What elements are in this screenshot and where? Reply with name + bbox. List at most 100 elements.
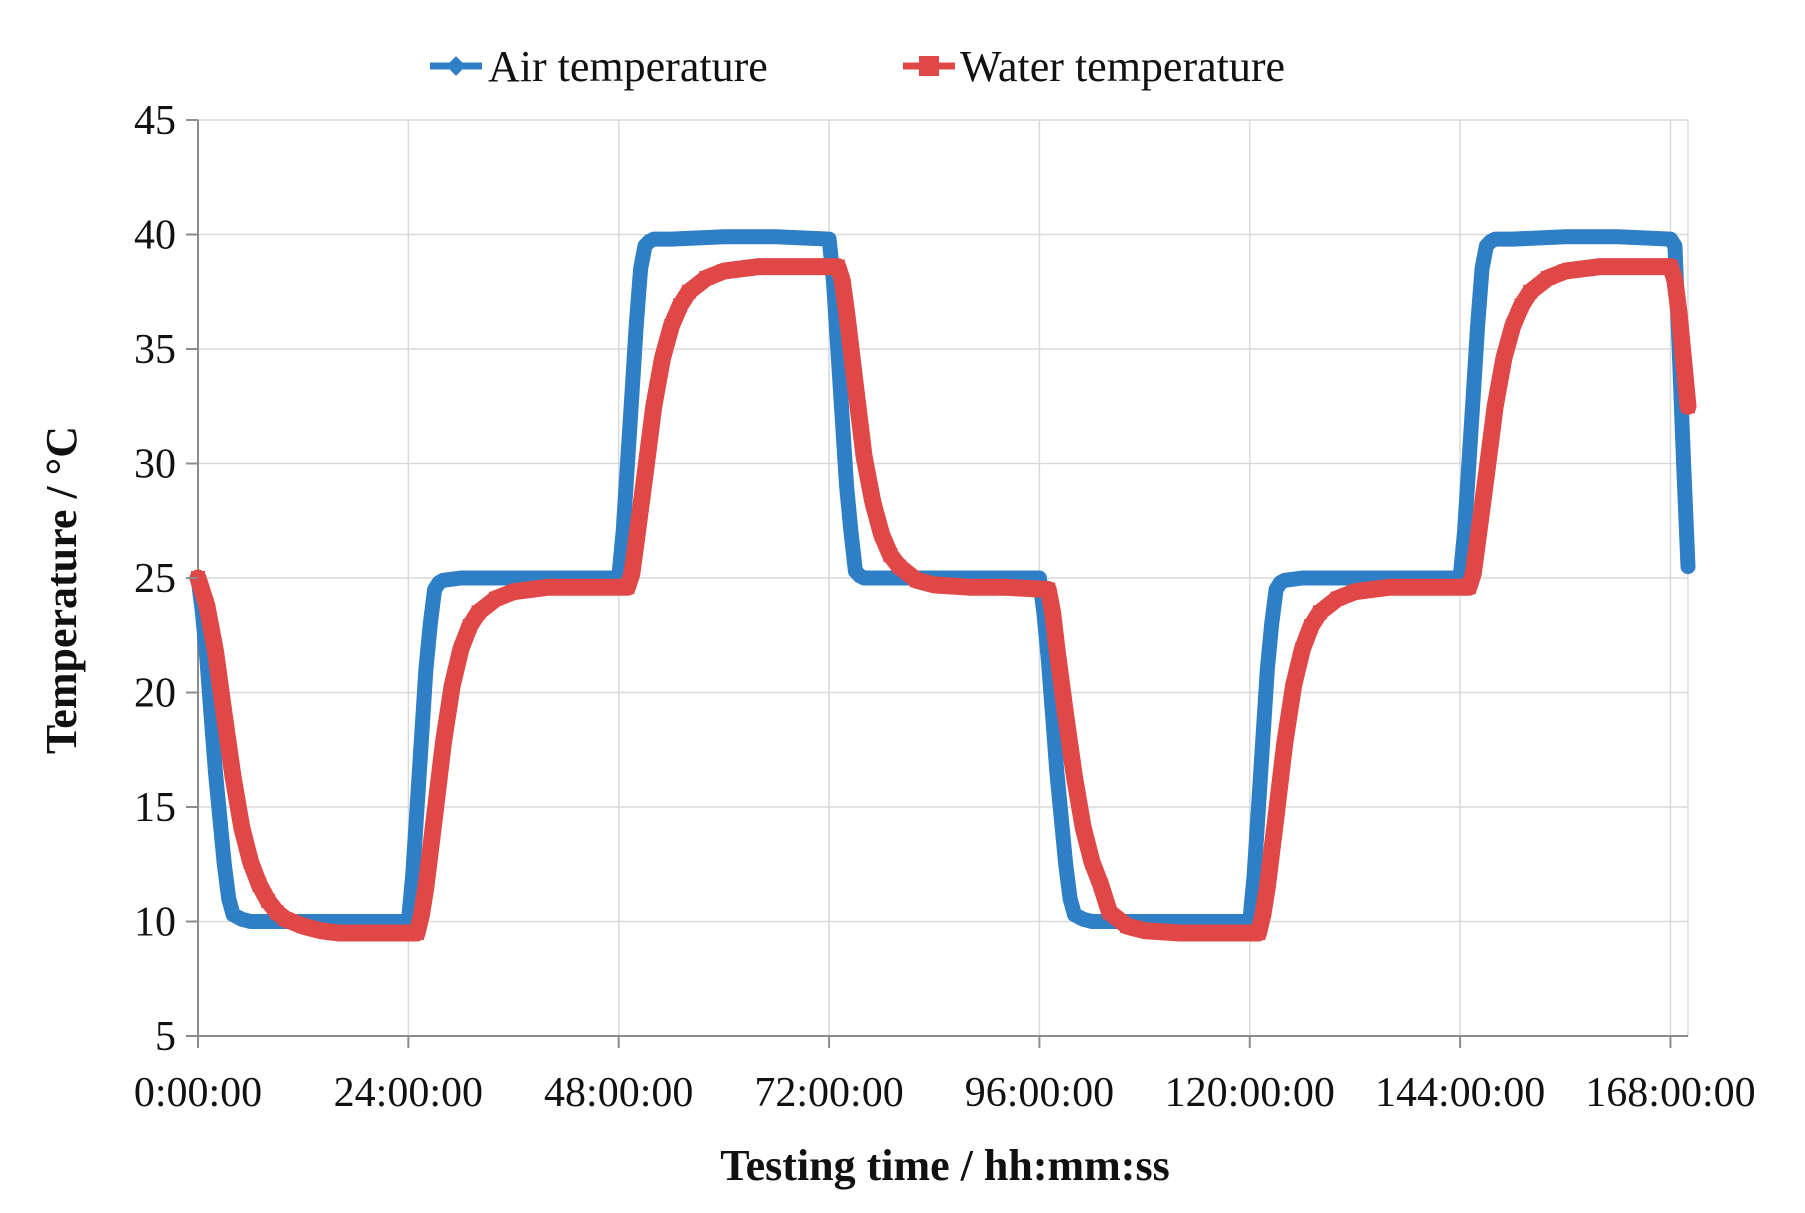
data-point-water [1540, 271, 1555, 286]
x-tick-label: 96:00:00 [965, 1070, 1114, 1116]
data-point-water [1277, 735, 1292, 750]
x-axis-title: Testing time / hh:mm:ss [720, 1141, 1169, 1190]
data-point-water [1663, 259, 1678, 274]
data-point-air [1558, 229, 1573, 244]
x-tick-label: 72:00:00 [754, 1070, 903, 1116]
x-tick-label: 48:00:00 [544, 1070, 693, 1116]
data-point-water [1041, 582, 1056, 597]
legend-air-marker-icon [446, 56, 466, 76]
data-point-water [1667, 273, 1682, 288]
data-point-water [1347, 584, 1362, 599]
x-tick-label: 0:00:00 [134, 1070, 262, 1116]
legend-label-water: Water temperature [960, 42, 1285, 91]
data-point-air [405, 868, 420, 883]
data-point-water [576, 580, 591, 595]
data-point-air [1461, 456, 1476, 471]
data-point-water [716, 264, 731, 279]
data-point-water [1505, 319, 1520, 334]
data-point-water [620, 580, 635, 595]
data-point-water [1593, 259, 1608, 274]
y-tick-label: 40 [134, 213, 176, 259]
data-point-air [1470, 319, 1485, 334]
data-point-air [1676, 456, 1691, 471]
data-point-air [1045, 708, 1060, 723]
data-point-water [839, 305, 854, 320]
data-point-water [445, 678, 460, 693]
data-point-water [541, 580, 556, 595]
data-point-water [865, 495, 880, 510]
data-point-air [410, 799, 425, 815]
data-point-water [1172, 925, 1187, 940]
data-point-water [927, 577, 942, 592]
data-point-water [252, 877, 267, 892]
data-point-air [874, 570, 889, 586]
data-point-water [1461, 580, 1476, 595]
data-point-air [1457, 525, 1472, 540]
data-point-water [261, 893, 276, 908]
data-point-air [1610, 229, 1625, 244]
legend: Air temperature Water temperature [430, 42, 1285, 91]
data-point-water [1102, 905, 1117, 920]
data-point-air [221, 891, 236, 906]
data-point-water [892, 559, 907, 574]
data-point-water [1676, 353, 1691, 368]
data-point-air [633, 261, 648, 276]
data-point-water [1418, 580, 1433, 595]
data-point-water [1383, 580, 1397, 595]
y-tick-label: 5 [155, 1014, 176, 1060]
data-point-water [751, 259, 766, 274]
data-point-water [1067, 770, 1082, 785]
data-point-water [1251, 925, 1266, 940]
data-point-water [1076, 820, 1091, 835]
data-point-air [414, 731, 429, 746]
data-point-water [1058, 708, 1073, 723]
data-point-water [857, 449, 872, 464]
data-point-water [673, 298, 688, 313]
x-tick-label: 24:00:00 [334, 1070, 483, 1116]
data-point-water [830, 259, 845, 274]
data-point-air [769, 229, 784, 244]
data-point-air [830, 341, 845, 357]
y-tick-label: 20 [134, 671, 176, 717]
data-point-air [1063, 891, 1078, 906]
data-point-water [664, 319, 679, 334]
data-point-water [1514, 298, 1529, 313]
data-point-air [1247, 868, 1262, 883]
data-point-air [646, 232, 661, 247]
data-point-water [1466, 566, 1481, 581]
data-point-water [296, 919, 311, 934]
series-area [189, 229, 1697, 942]
data-point-air [1505, 232, 1520, 247]
data-point-water [681, 284, 696, 299]
data-point-water [313, 923, 328, 938]
data-point-air [839, 479, 854, 494]
data-point-water [909, 573, 924, 588]
data-point-water [874, 527, 889, 542]
data-point-water [217, 708, 232, 723]
data-point-water [243, 854, 258, 869]
y-tick-label: 10 [134, 900, 176, 946]
data-point-water [414, 907, 429, 922]
data-point-water [1330, 591, 1345, 606]
data-point-water [1681, 399, 1695, 414]
data-point-air [217, 857, 232, 872]
y-tick-label: 25 [134, 556, 176, 602]
data-point-water [427, 809, 442, 824]
data-point-water [1286, 678, 1301, 693]
data-point-water [1049, 641, 1064, 656]
data-point-water [1137, 923, 1152, 938]
data-point-water [787, 259, 801, 274]
data-point-water [234, 820, 249, 835]
x-axis-ticks: 0:00:00 24:00:00 48:00:00 72:00:00 96:00:00 1… [134, 1036, 1756, 1116]
data-point-air [1474, 261, 1490, 276]
data-point-air [1277, 573, 1292, 588]
legend-label-air: Air temperature [488, 42, 768, 91]
data-point-water [1488, 399, 1503, 414]
data-point-water [962, 580, 977, 595]
data-point-water [1304, 619, 1319, 634]
data-point-air [1347, 570, 1363, 586]
x-tick-label: 120:00:00 [1165, 1070, 1335, 1116]
data-point-water [1628, 259, 1643, 274]
data-point-water [1255, 907, 1270, 922]
